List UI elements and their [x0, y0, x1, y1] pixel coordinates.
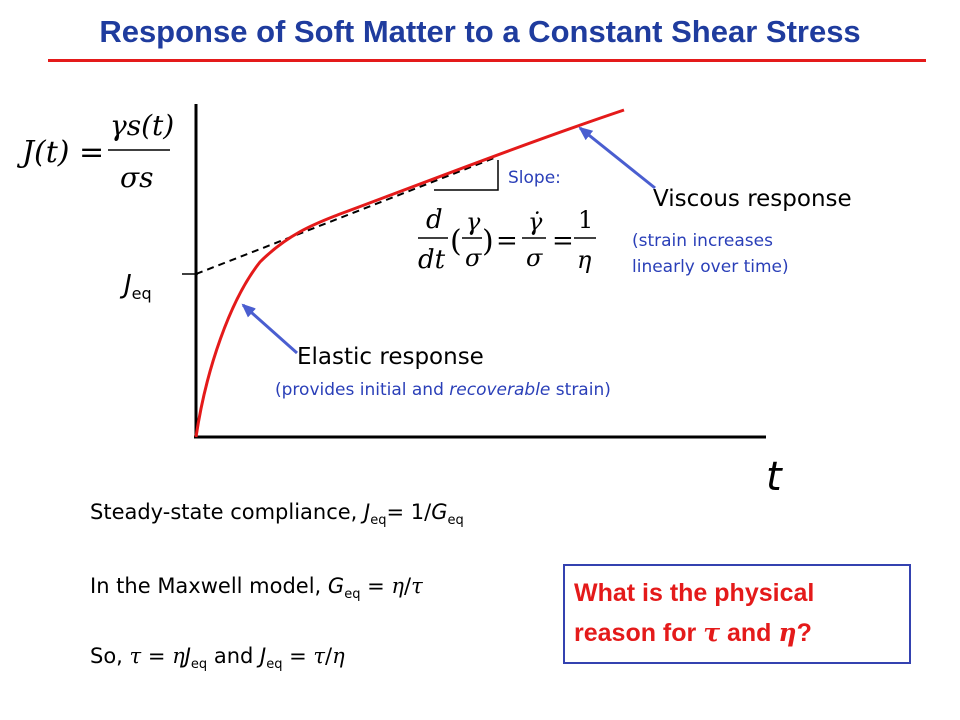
stmt3-tau: τ [129, 644, 142, 668]
stmt1-j: J [364, 500, 371, 524]
slope-label: Slope: [508, 168, 561, 188]
question-line2-pre: reason for [574, 619, 704, 647]
stmt2-g: G [327, 574, 345, 598]
stmt3-eq2: = [282, 644, 314, 668]
stmt2-sub: eq [344, 587, 361, 603]
slope-dt: dt [418, 245, 446, 275]
elastic-response-label: Elastic response [297, 344, 484, 370]
svg-text:=: = [496, 226, 518, 256]
viscous-note-line2: linearly over time) [632, 257, 789, 277]
slope-gamma: γ [466, 208, 481, 236]
slope-sigma: σ [465, 244, 482, 272]
elastic-response-note: (provides initial and recoverable strain… [275, 380, 611, 400]
question-line1: What is the physical [574, 579, 815, 607]
svg-text:=: = [552, 226, 574, 256]
page-title: Response of Soft Matter to a Constant Sh… [99, 14, 861, 49]
stmt3-eta: η [172, 644, 185, 668]
elastic-arrow [241, 303, 298, 355]
stmt3-tau2: τ [313, 644, 326, 668]
jeq-marker-j: J [124, 270, 132, 300]
slope-eta: η [577, 246, 592, 274]
question-and: and [720, 619, 779, 647]
formula-lhs: J(t) = [16, 135, 104, 170]
slope-formula: d dt ( γ σ ) = γ̇ σ = 1 η [418, 205, 596, 275]
statement-steady-state: Steady-state compliance, Jeq= 1/Geq [90, 500, 464, 528]
stmt1-text: Steady-state compliance, [90, 500, 365, 524]
stmt1-sub1: eq [370, 513, 387, 529]
stmt2-eta: η [391, 574, 404, 598]
compliance-curve [194, 108, 625, 438]
question-tau: τ [703, 618, 721, 647]
stmt3-text: So, [90, 644, 130, 668]
stmt1-mid: = 1/ [386, 500, 432, 524]
compliance-formula: J(t) = γs(t) σs [16, 109, 174, 194]
formula-numerator: γs(t) [110, 109, 174, 142]
stmt3-slash: / [325, 644, 333, 668]
stmt3-sub2: eq [266, 657, 283, 673]
stmt3-eta2: η [332, 644, 345, 668]
viscous-note-line1: (strain increases [632, 231, 773, 251]
time-axis-label: t [766, 454, 782, 500]
slope-sigma-2: σ [526, 244, 543, 272]
slope-triangle [434, 160, 499, 191]
statement-so: So, τ = ηJeq and Jeq = τ/η [90, 644, 345, 672]
slope-one: 1 [578, 206, 593, 234]
stmt1-sub2: eq [447, 513, 464, 529]
stmt3-eq1: = [141, 644, 173, 668]
slope-gamma-dot: γ̇ [528, 208, 543, 236]
stmt1-g: G [431, 500, 448, 524]
viscous-response-note: (strain increases linearly over time) [632, 228, 789, 280]
elastic-note-pre: (provides initial and [275, 380, 450, 400]
slope-d: d [426, 205, 443, 235]
stmt3-j: J [184, 644, 191, 668]
stmt3-j2: J [260, 644, 267, 668]
stmt2-mid: = [360, 574, 392, 598]
svg-text:): ) [482, 224, 494, 259]
statement-maxwell: In the Maxwell model, Geq = η/τ [90, 574, 423, 602]
jeq-axis-marker: Jeq [124, 270, 152, 303]
formula-denominator: σs [120, 161, 153, 194]
question-eta: η [778, 618, 797, 647]
question-text: What is the physical reason for τ and η? [574, 573, 814, 653]
jeq-marker-sub: eq [131, 284, 152, 304]
elastic-note-italic: recoverable [449, 380, 551, 400]
stmt3-sub: eq [190, 657, 208, 673]
question-box [563, 564, 911, 664]
question-end: ? [796, 619, 812, 647]
stmt2-text: In the Maxwell model, [90, 574, 328, 598]
stmt3-and: and [207, 644, 261, 668]
stmt2-tau: τ [411, 574, 423, 598]
viscous-arrow [578, 126, 656, 190]
elastic-note-post: strain) [550, 380, 611, 400]
stmt2-slash: / [404, 574, 412, 598]
question-line2: reason for τ and η? [574, 613, 814, 653]
title-underline [48, 59, 926, 62]
svg-text:(: ( [450, 224, 462, 259]
viscous-response-label: Viscous response [653, 186, 852, 212]
asymptote-dashed-line [195, 157, 495, 275]
